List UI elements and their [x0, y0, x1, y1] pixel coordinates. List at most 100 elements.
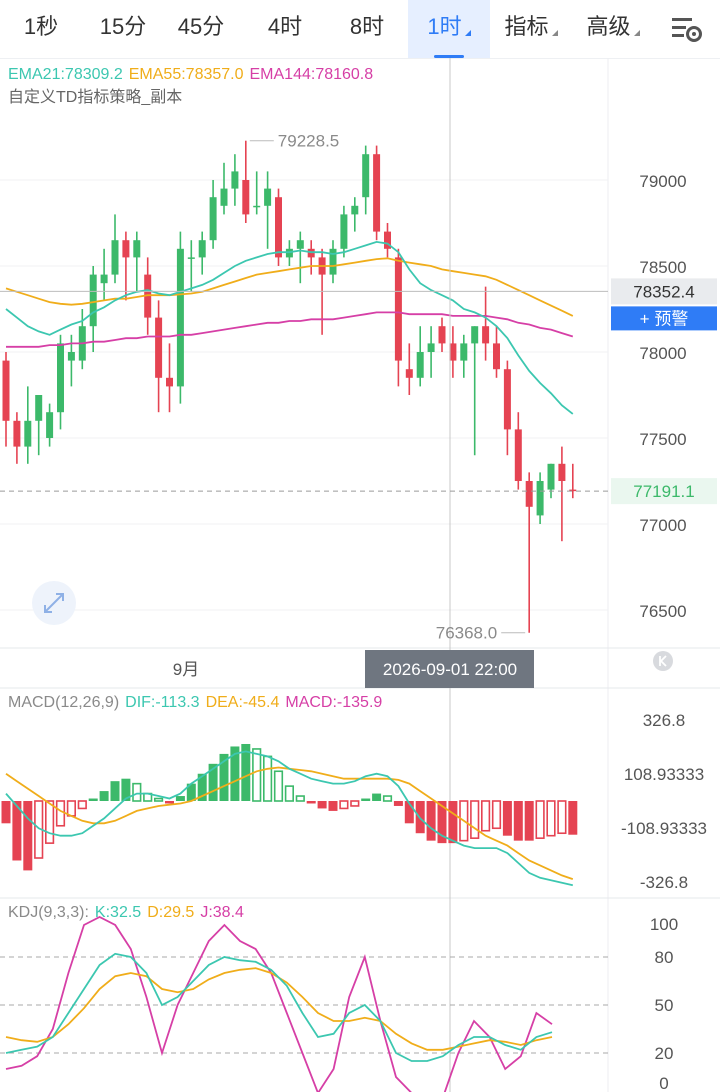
candle-body: [24, 420, 32, 447]
candle-body: [384, 231, 391, 249]
macd-histogram-bar: [491, 800, 502, 830]
macd-histogram-bar: [470, 800, 480, 839]
macd-histogram-bar: [66, 800, 76, 817]
ema-legend-item: EMA55:78357.0: [129, 66, 244, 83]
macd-histogram-bar: [208, 763, 218, 801]
macd-histogram-bar: [426, 801, 436, 841]
candle-body: [340, 214, 348, 249]
macd-tick-label: -108.93333: [621, 819, 707, 838]
macd-histogram-bar: [535, 800, 545, 839]
macd-histogram-bar: [546, 800, 556, 837]
tab-3[interactable]: 4时: [244, 0, 326, 58]
macd-histogram-bar: [284, 785, 295, 802]
collapse-glyph: [659, 655, 667, 667]
candle-body: [329, 248, 337, 275]
tab-1[interactable]: 15分: [82, 0, 164, 58]
macd-legend-item: MACD(12,26,9): [8, 694, 119, 711]
candle-body: [111, 240, 119, 275]
ema144-line: [6, 311, 574, 348]
candle-body: [558, 463, 566, 481]
macd-legend-item: DIF:-113.3: [125, 694, 200, 711]
dropdown-corner-icon: [464, 30, 471, 36]
macd-histogram-bar: [513, 801, 523, 841]
ema-legend-item: EMA144:78160.8: [250, 66, 374, 83]
candle-body: [503, 369, 511, 430]
candle-body: [405, 369, 413, 378]
candle-body: [67, 352, 75, 361]
kdj-tick-label: 20: [655, 1044, 674, 1063]
strategy-label: 自定义TD指标策略_副本: [8, 88, 182, 106]
price-alert-button-label: + 预警: [640, 309, 689, 328]
collapse-k-icon[interactable]: [653, 651, 673, 671]
crosshair-price-box: [611, 278, 717, 305]
tab-label: 1时: [427, 14, 462, 39]
macd-histogram-bar: [77, 800, 87, 810]
candle-body: [209, 197, 217, 241]
macd-histogram-bar: [88, 798, 98, 801]
price-tick-label: 79000: [639, 172, 686, 191]
expand-arrows-glyph: [44, 593, 64, 613]
macd-histogram-bar: [262, 755, 273, 802]
kdj-tick-label: 80: [655, 948, 674, 967]
price-tick-label: 78000: [639, 344, 686, 363]
candle-body: [198, 240, 206, 258]
candle-body: [57, 343, 64, 413]
candle-body: [100, 274, 108, 284]
macd-histogram-bar: [404, 801, 414, 824]
price-tick-label: 76500: [639, 602, 686, 621]
macd-histogram-bar: [55, 800, 66, 827]
tab-label: 45分: [177, 14, 225, 39]
tab-6[interactable]: 指标: [490, 0, 572, 58]
ema55-line: [5, 257, 574, 317]
price-tick-label: 78500: [639, 258, 686, 277]
kdj-legend-item: K:32.5: [95, 904, 141, 921]
tab-5[interactable]: 1时: [408, 0, 490, 58]
macd-histogram-bar: [480, 800, 491, 832]
candle-body: [89, 274, 97, 327]
macd-histogram-bar: [306, 801, 316, 804]
macd-histogram-bar: [350, 800, 360, 807]
tab-4[interactable]: 8时: [326, 0, 408, 58]
candle-body: [253, 205, 261, 208]
expand-arrows-icon[interactable]: [32, 581, 76, 625]
macd-histogram-bar: [295, 795, 305, 802]
kdj-legend-item: J:38.4: [200, 904, 244, 921]
low-price-label: 76368.0: [436, 624, 497, 643]
macd-histogram-bar: [1, 801, 11, 824]
macd-histogram-bar: [44, 800, 55, 844]
macd-histogram-bar: [252, 748, 262, 802]
kdj-k-line: [5, 952, 553, 1062]
crosshair-time-box: [365, 650, 534, 688]
candle-body: [547, 463, 555, 490]
price-alert-button[interactable]: [611, 306, 717, 331]
macd-histogram-bar: [175, 796, 185, 801]
tab-0[interactable]: 1秒: [0, 0, 82, 58]
macd-histogram-bar: [361, 798, 371, 801]
candle-body: [166, 377, 173, 387]
macd-histogram-bar: [568, 801, 578, 835]
candle-body: [46, 412, 54, 438]
kdj-legend-item: D:29.5: [147, 904, 194, 921]
candle-body: [285, 248, 293, 258]
high-price-label: 79228.5: [278, 132, 339, 151]
candle-body: [525, 481, 533, 507]
chart-settings-icon[interactable]: [654, 0, 720, 58]
collapse-button-bg: [653, 651, 673, 671]
last-price-box: [611, 478, 717, 505]
macd-histogram-bar: [23, 801, 33, 871]
last-price-label: 77191.1: [633, 482, 694, 501]
ema21-line: [5, 240, 574, 415]
macd-histogram-bar: [448, 801, 458, 844]
tab-2[interactable]: 45分: [160, 0, 242, 58]
candle-body: [2, 360, 10, 421]
tab-label: 指标: [504, 14, 549, 39]
macd-histogram-bar: [393, 801, 403, 806]
macd-histogram-bar: [459, 800, 469, 842]
tab-7[interactable]: 高级: [572, 0, 654, 58]
macd-histogram-bar: [273, 770, 284, 802]
macd-legend-item: MACD:-135.9: [285, 694, 382, 711]
candle-body: [514, 429, 522, 481]
candle-body: [438, 326, 446, 344]
macd-histogram-bar: [524, 801, 534, 841]
